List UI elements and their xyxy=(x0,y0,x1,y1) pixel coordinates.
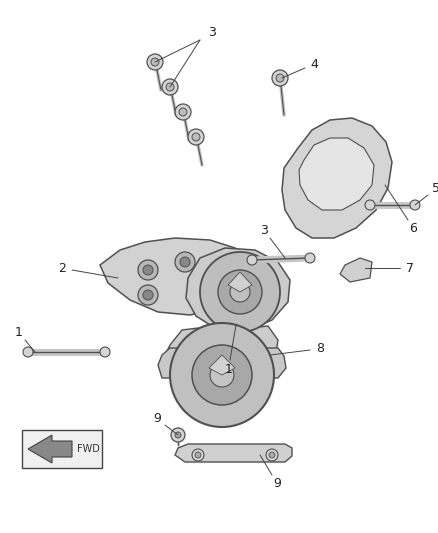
Text: 1: 1 xyxy=(224,364,232,376)
Circle shape xyxy=(162,79,178,95)
Circle shape xyxy=(269,452,275,458)
Circle shape xyxy=(272,70,288,86)
Circle shape xyxy=(195,452,201,458)
FancyBboxPatch shape xyxy=(22,430,102,468)
Polygon shape xyxy=(158,348,286,378)
Text: 3: 3 xyxy=(208,26,216,38)
Polygon shape xyxy=(299,138,374,210)
Polygon shape xyxy=(28,435,72,463)
Polygon shape xyxy=(228,272,252,292)
Circle shape xyxy=(170,323,274,427)
Circle shape xyxy=(147,54,163,70)
Circle shape xyxy=(23,347,33,357)
Circle shape xyxy=(210,363,234,387)
Polygon shape xyxy=(175,444,292,462)
Text: 2: 2 xyxy=(58,262,66,275)
Circle shape xyxy=(171,428,185,442)
Polygon shape xyxy=(209,355,235,375)
Circle shape xyxy=(266,449,278,461)
Circle shape xyxy=(179,108,187,116)
Circle shape xyxy=(143,290,153,300)
Circle shape xyxy=(305,253,315,263)
Circle shape xyxy=(192,345,252,405)
Text: 9: 9 xyxy=(273,477,281,490)
Text: 1: 1 xyxy=(14,326,22,339)
Circle shape xyxy=(138,260,158,280)
Text: 3: 3 xyxy=(260,223,268,237)
Polygon shape xyxy=(165,328,205,372)
Text: 6: 6 xyxy=(410,222,417,235)
Circle shape xyxy=(175,432,181,438)
Circle shape xyxy=(365,200,375,210)
Polygon shape xyxy=(282,118,392,238)
Circle shape xyxy=(175,252,195,272)
Text: 8: 8 xyxy=(316,342,324,356)
Circle shape xyxy=(143,265,153,275)
Circle shape xyxy=(175,104,191,120)
Circle shape xyxy=(247,255,257,265)
Circle shape xyxy=(192,133,200,141)
Circle shape xyxy=(200,252,280,332)
Circle shape xyxy=(166,83,174,91)
Text: 7: 7 xyxy=(406,262,414,274)
Circle shape xyxy=(410,200,420,210)
Circle shape xyxy=(138,285,158,305)
Text: 9: 9 xyxy=(153,413,161,425)
Circle shape xyxy=(218,270,262,314)
Circle shape xyxy=(151,58,159,66)
Polygon shape xyxy=(100,238,250,315)
Text: 5: 5 xyxy=(432,182,438,196)
Text: FWD: FWD xyxy=(77,444,99,454)
Polygon shape xyxy=(230,326,278,372)
Polygon shape xyxy=(186,248,290,330)
Circle shape xyxy=(276,74,284,82)
Circle shape xyxy=(192,449,204,461)
Circle shape xyxy=(100,347,110,357)
Text: 4: 4 xyxy=(310,58,318,70)
Circle shape xyxy=(188,129,204,145)
Polygon shape xyxy=(340,258,372,282)
Circle shape xyxy=(180,257,190,267)
Circle shape xyxy=(230,282,250,302)
